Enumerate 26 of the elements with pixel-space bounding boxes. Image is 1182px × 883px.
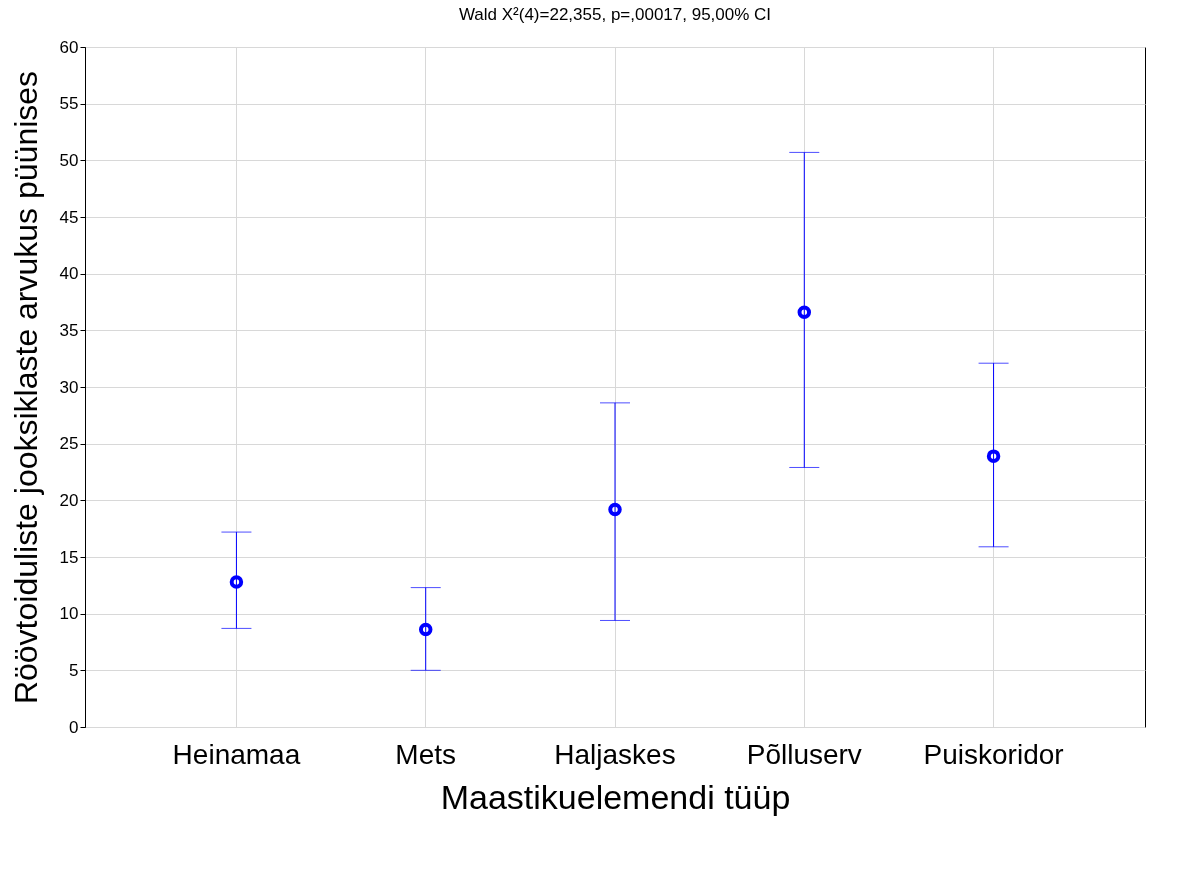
y-tick-label: 60 (59, 37, 79, 57)
y-tick-label: 15 (59, 547, 79, 567)
y-tick-label: 5 (69, 660, 79, 680)
x-tick-label: Puiskoridor (923, 738, 1064, 770)
x-tick-label: Põlluserv (746, 738, 862, 770)
y-tick-label: 50 (59, 150, 79, 170)
point (986, 449, 1001, 463)
y-tick-label: 40 (59, 264, 79, 284)
point (797, 305, 812, 319)
point (229, 575, 244, 589)
y-tick-label: 25 (59, 434, 79, 454)
y-tick-label: 45 (59, 207, 79, 227)
y-tick-label: 10 (59, 604, 79, 624)
x-tick-label: Heinamaa (172, 738, 301, 770)
point (418, 622, 433, 637)
y-tick-label: 0 (69, 717, 79, 737)
x-tick-label: Haljaskes (554, 738, 676, 770)
y-tick-label: 20 (59, 490, 79, 510)
point (608, 502, 622, 517)
x-tick-label: Mets (395, 738, 457, 770)
chart-title: Wald X²(4)=22,355, p=,00017, 95,00% CI (458, 5, 772, 24)
y-tick-label: 35 (59, 320, 79, 340)
y-tick-label: 30 (59, 377, 79, 397)
y-axis-title: Röövtoiduliste jooksiklaste arvukus püünises (7, 70, 44, 705)
x-axis-title: Maastikuelemendi tüüp (440, 777, 791, 816)
y-tick-label: 55 (59, 94, 79, 114)
